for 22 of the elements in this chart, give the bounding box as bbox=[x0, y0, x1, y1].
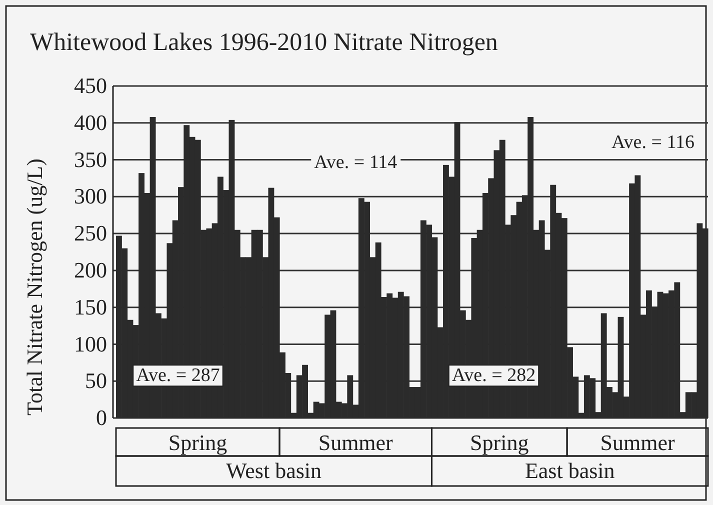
y-tick-label: 0 bbox=[96, 405, 107, 430]
y-tick-label: 250 bbox=[74, 220, 107, 246]
annotation: Ave. = 282 bbox=[452, 365, 536, 386]
y-tick-label: 300 bbox=[74, 184, 107, 209]
annotation: Ave. = 116 bbox=[611, 132, 695, 153]
y-tick-label: 150 bbox=[74, 294, 107, 320]
y-tick-label: 100 bbox=[74, 331, 107, 356]
y-tick-label: 50 bbox=[85, 368, 107, 394]
y-tick-label: 350 bbox=[74, 146, 107, 172]
chart-title: Whitewood Lakes 1996-2010 Nitrate Nitrogen bbox=[30, 29, 498, 56]
text: Summer bbox=[318, 430, 394, 455]
text: Spring bbox=[168, 430, 228, 455]
y-tick-label: 200 bbox=[74, 257, 107, 282]
y-axis-title: Total Nitrate Nitrogen (ug/L) bbox=[22, 158, 47, 416]
y-tick-label: 400 bbox=[74, 110, 107, 135]
y-tick-label: 450 bbox=[74, 73, 107, 98]
text: Summer bbox=[600, 430, 676, 455]
text: West basin bbox=[226, 458, 322, 483]
annotation: Ave. = 114 bbox=[314, 152, 398, 173]
text: East basin bbox=[524, 458, 615, 483]
text: Spring bbox=[470, 430, 529, 455]
annotation: Ave. = 287 bbox=[136, 365, 220, 386]
